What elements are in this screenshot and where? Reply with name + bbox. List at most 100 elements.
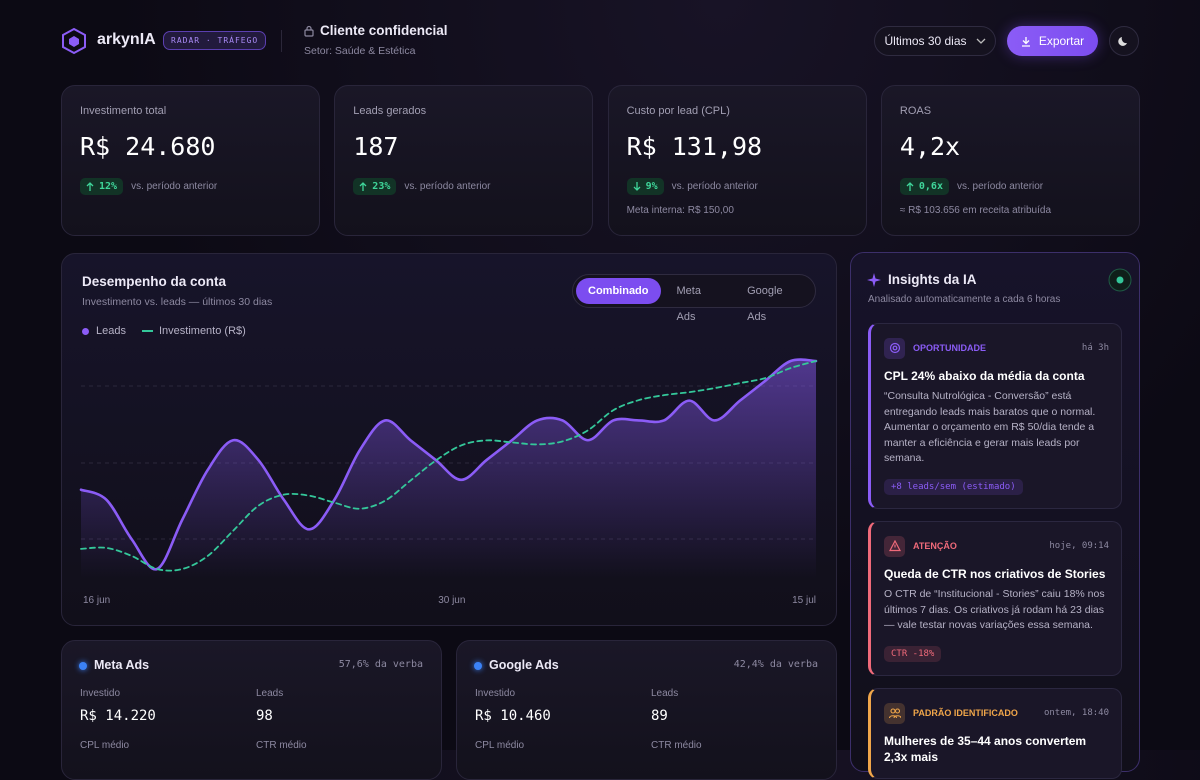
channel-dot xyxy=(474,662,482,670)
export-button[interactable]: Exportar xyxy=(1007,26,1098,56)
arrow-path xyxy=(906,182,914,191)
delta-value: 12% xyxy=(99,181,118,192)
chart-subtitle: Investimento vs. leads — últimos 30 dias xyxy=(82,296,273,308)
badge: RADAR · TRÁFEGO xyxy=(163,31,267,50)
tab[interactable]: Combinado xyxy=(576,278,661,304)
insight-icon xyxy=(884,702,905,724)
kpi-delta-row: 0,6x vs. período anterior xyxy=(899,178,1044,195)
insight-title: Mulheres de 35–44 anos convertem 2,3x ma… xyxy=(884,734,1087,764)
legend-item: Investimento (R$) xyxy=(141,325,246,337)
kpi-value: 4,2x xyxy=(899,132,961,161)
delta-comparison: vs. período anterior xyxy=(131,181,218,192)
theme-toggle[interactable] xyxy=(1109,26,1139,56)
metric-label: Investido xyxy=(80,688,121,699)
performance-panel: 16 jun 30 jun 15 jul Desempenho da conta I… xyxy=(61,253,837,626)
delta-chip: 12% xyxy=(80,178,124,195)
kpi-value: R$ 131,98 xyxy=(626,132,763,161)
icon xyxy=(889,342,900,354)
delta-arrow xyxy=(633,182,641,191)
insight-head: PADRÃO IDENTIFICADO ontem, 18:40 xyxy=(884,702,1109,724)
channel-share: 57,6% da verba xyxy=(338,659,423,670)
x-tick-label: 30 jun xyxy=(438,595,465,606)
delta-comparison: vs. período anterior xyxy=(671,181,758,192)
legend-swatch xyxy=(141,330,153,332)
kpi-delta-row: 9% vs. período anterior xyxy=(626,178,758,195)
metric-label: Leads xyxy=(256,688,284,699)
tab-group: Combinado Meta Ads Google Ads xyxy=(572,274,816,323)
series-line xyxy=(79,358,818,571)
sparkle-icon xyxy=(867,273,881,287)
insight-head: ATENÇÃO hoje, 09:14 xyxy=(884,535,1109,557)
metric-value: 98 xyxy=(256,708,273,724)
period-dropdown[interactable]: Últimos 30 dias xyxy=(874,26,996,56)
channel-card: Google Ads 42,4% da verba Investido R$ 10.4… xyxy=(456,640,837,780)
insight-title: Queda de CTR nos criativos de Stories xyxy=(884,567,1106,581)
metric-value: R$ 14.220 xyxy=(80,708,156,724)
delta-comparison: vs. período anterior xyxy=(956,181,1044,192)
insight-time: há 3h xyxy=(1081,343,1109,353)
insight-tag: OPORTUNIDADE xyxy=(913,343,987,353)
x-tick-label: 15 jul xyxy=(792,595,816,606)
channel-card: Meta Ads 57,6% da verba Investido R$ 14.220… xyxy=(61,640,442,780)
delta-arrow xyxy=(359,182,367,191)
x-tick-label: 16 jun xyxy=(83,595,110,606)
lock-icon xyxy=(304,25,314,37)
delta-arrow xyxy=(906,182,914,191)
delta-arrow xyxy=(86,182,94,191)
insight-body: “Consulta Nutrológica - Conversão” está … xyxy=(884,390,1096,464)
divider xyxy=(281,30,282,52)
kpi-value: 187 xyxy=(353,132,399,161)
kpi-label: Custo por lead (CPL) xyxy=(626,105,730,117)
kpi-label: ROAS xyxy=(899,105,932,117)
legend-label: Leads xyxy=(96,325,126,337)
channel-name: Google Ads xyxy=(489,658,559,672)
tab[interactable]: Meta Ads xyxy=(676,285,701,323)
kpi-card: Leads gerados 187 23% vs. período anterior xyxy=(334,85,594,236)
arrow-path xyxy=(633,182,641,191)
chevron xyxy=(976,38,985,44)
insight-chip: CTR -18% xyxy=(884,645,942,662)
channel-dot xyxy=(79,662,87,670)
kpi-note: ≈ R$ 103.656 em receita atribuída xyxy=(899,205,1052,216)
area xyxy=(81,359,816,579)
insight-time: ontem, 18:40 xyxy=(1043,708,1109,718)
delta-value: 9% xyxy=(645,181,658,192)
arrow-path xyxy=(86,182,94,191)
insight-tag: ATENÇÃO xyxy=(913,541,957,551)
metric-label: Leads xyxy=(651,688,679,699)
tab[interactable]: Google Ads xyxy=(747,285,783,323)
metric-label: CPL médio xyxy=(80,740,130,751)
insights-panel: Insights da IA Analisado automaticamente… xyxy=(850,252,1140,779)
kpi-card: Custo por lead (CPL) R$ 131,98 9% vs. perío… xyxy=(607,85,867,236)
delta-chip: 9% xyxy=(626,178,664,195)
insights-subtitle: Analisado automaticamente a cada 6 horas xyxy=(868,294,1061,305)
kpi-note: Meta interna: R$ 150,00 xyxy=(626,205,734,216)
icon xyxy=(888,708,901,719)
delta-chip: 0,6x xyxy=(899,178,949,195)
metric-label: CTR médio xyxy=(256,740,307,751)
channel-share: 42,4% da verba xyxy=(733,659,818,670)
kpi-card: ROAS 4,2x 0,6x vs. período anterior ≈ R$ 103… xyxy=(880,85,1140,236)
kpi-card: Investimento total R$ 24.680 12% vs. períod… xyxy=(61,85,320,236)
insight-body: O CTR de “Institucional - Stories” caiu … xyxy=(884,588,1105,631)
metric-value: 89 xyxy=(651,708,668,724)
legend: Leads Investimento (R$) xyxy=(82,325,262,337)
icon xyxy=(888,540,901,552)
metric-value: R$ 10.460 xyxy=(475,708,551,724)
period-label: Últimos 30 dias xyxy=(884,34,967,48)
download-icon xyxy=(1021,36,1030,47)
delta-chip: 23% xyxy=(353,178,397,195)
moon-icon xyxy=(1118,37,1127,46)
kpi-label: Leads gerados xyxy=(353,105,427,117)
export-label: Exportar xyxy=(1038,34,1085,48)
insight-icon xyxy=(884,535,905,557)
metric-label: Investido xyxy=(475,688,516,699)
client-name: Cliente confidencial xyxy=(320,23,448,38)
insight-card: OPORTUNIDADE há 3h CPL 24% abaixo da média… xyxy=(868,323,1122,509)
channel-name: Meta Ads xyxy=(94,658,150,672)
status-indicator xyxy=(1108,268,1132,292)
insight-card: PADRÃO IDENTIFICADO ontem, 18:40 Mulheres … xyxy=(868,688,1122,779)
legend-label: Investimento (R$) xyxy=(158,325,246,337)
